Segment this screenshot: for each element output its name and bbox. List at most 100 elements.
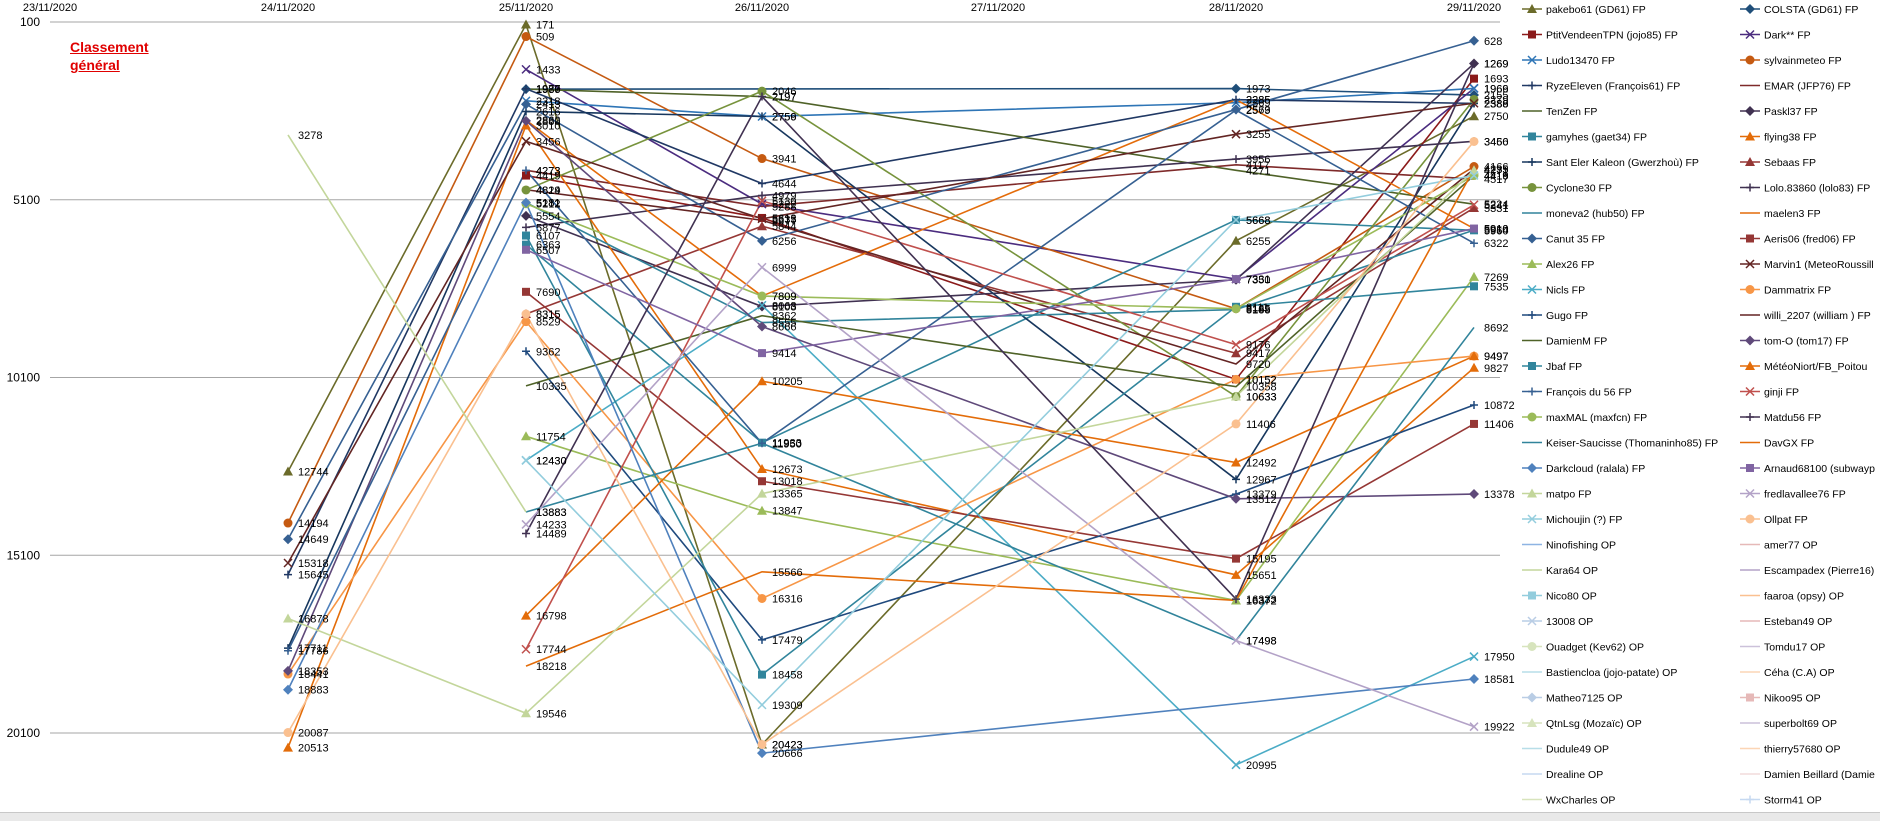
data-label: 4419 <box>1484 171 1508 183</box>
legend-entry-label: thierry57680 OP <box>1764 744 1840 756</box>
data-point-marker <box>1527 463 1537 473</box>
series-line <box>525 98 1475 297</box>
data-label: 12492 <box>1246 458 1277 470</box>
data-point-marker <box>758 191 766 200</box>
data-label: 20087 <box>298 728 329 740</box>
data-point-marker <box>1232 595 1240 604</box>
data-point-marker <box>1232 475 1240 484</box>
x-tick-label: 23/11/2020 <box>23 2 77 14</box>
data-point-marker <box>758 179 766 188</box>
data-label: 18458 <box>772 670 803 682</box>
series-line <box>525 355 1475 617</box>
data-point-marker <box>1527 488 1537 498</box>
data-point-marker <box>1527 284 1537 295</box>
y-tick-label: 100 <box>20 15 40 29</box>
data-label: 7331 <box>1246 274 1270 286</box>
chart-title: Classement général <box>70 39 149 73</box>
data-point-marker <box>1527 183 1537 192</box>
data-label: 10633 <box>1246 391 1277 403</box>
data-point-marker <box>283 534 293 545</box>
data-point-marker <box>522 231 530 240</box>
data-point-marker <box>1527 233 1537 244</box>
series-line <box>525 266 1475 728</box>
data-label: 5130 <box>772 196 796 208</box>
data-point-marker <box>757 262 767 272</box>
x-tick-label: 27/11/2020 <box>971 2 1025 14</box>
legend-entry-label: Ollpat FP <box>1764 514 1808 526</box>
data-point-marker <box>1232 155 1240 164</box>
data-point-marker <box>757 300 767 310</box>
data-label: 5181 <box>536 198 560 210</box>
data-label: 2285 <box>1246 95 1270 107</box>
legend-entry-label: Tomdu17 OP <box>1764 642 1825 654</box>
data-label: 20666 <box>772 748 803 760</box>
data-label: 9176 <box>1246 340 1270 352</box>
data-label: 6999 <box>772 262 796 274</box>
data-label: 8103 <box>772 302 796 314</box>
data-point-marker <box>1745 259 1755 269</box>
series-line <box>525 199 1475 650</box>
series-line <box>525 90 1475 398</box>
data-point-marker <box>757 86 767 96</box>
data-label: 20513 <box>298 743 329 755</box>
data-label: 12430 <box>536 455 567 467</box>
data-point-marker <box>1469 722 1479 732</box>
data-label: 2579 <box>1246 105 1270 117</box>
data-label: 3278 <box>298 130 322 142</box>
data-label: 1989 <box>536 84 560 96</box>
data-label: 5222 <box>772 199 796 211</box>
data-label: 5212 <box>536 199 560 211</box>
data-label: 2750 <box>1484 111 1508 123</box>
sheet-status-strip <box>0 812 1880 821</box>
series-line <box>525 168 1475 365</box>
data-label: 1269 <box>1484 59 1508 71</box>
data-label: 4517 <box>1484 174 1508 186</box>
data-point-marker <box>1470 224 1478 233</box>
legend-entry-label: Jbaf FP <box>1546 361 1582 373</box>
data-point-marker <box>1469 489 1479 500</box>
legend-entry-label: Aeris06 (fred06) FP <box>1764 234 1856 246</box>
data-label: 14194 <box>298 518 329 530</box>
legend-entry-label: Nicls FP <box>1546 285 1585 297</box>
series-line <box>287 87 1475 575</box>
legend-entry-label: Keiser-Saucisse (Thomaninho85) FP <box>1546 438 1718 450</box>
legend-entry-label: Matdu56 FP <box>1764 412 1821 424</box>
data-point-marker <box>1527 718 1537 727</box>
data-label: 5910 <box>1484 224 1508 236</box>
data-point-marker <box>1746 795 1754 804</box>
data-label: 18883 <box>298 685 329 697</box>
data-label: 12673 <box>772 464 803 476</box>
legend-entry-label: DavGX FP <box>1764 438 1814 450</box>
data-point-marker <box>284 570 292 579</box>
data-label: 18218 <box>536 661 567 673</box>
data-label: 2369 <box>1246 98 1270 110</box>
data-label: 7331 <box>1246 274 1270 286</box>
series-line <box>525 62 1475 308</box>
data-label: 10335 <box>536 381 567 393</box>
data-point-marker <box>757 154 767 164</box>
legend-entry-label: Ninofishing OP <box>1546 540 1616 552</box>
data-label: 1966 <box>1484 83 1508 95</box>
data-point-marker <box>1469 111 1479 121</box>
data-label: 509 <box>536 32 554 44</box>
x-tick-label: 25/11/2020 <box>499 2 553 14</box>
legend-entry-label: Drealine OP <box>1546 769 1603 781</box>
data-point-marker <box>1231 569 1241 579</box>
data-point-marker <box>522 84 530 93</box>
data-point-marker <box>521 197 531 208</box>
data-label: 5554 <box>536 211 560 223</box>
data-point-marker <box>521 644 531 654</box>
data-label: 3255 <box>1246 129 1270 141</box>
data-point-marker <box>522 287 530 296</box>
data-label: 1969 <box>1484 83 1508 95</box>
data-label: 9417 <box>1246 348 1270 360</box>
data-label: 2880 <box>536 116 560 128</box>
lines-layer <box>287 22 1475 766</box>
legend-entry-label: Paskl37 FP <box>1764 106 1818 118</box>
y-tick-label: 5100 <box>13 193 40 207</box>
data-point-marker <box>1231 391 1241 401</box>
data-label: 13883 <box>536 507 567 519</box>
legend-entry-label: Dudule49 OP <box>1546 744 1609 756</box>
data-point-marker <box>1745 4 1755 14</box>
legend-entry-label: 13008 OP <box>1546 616 1593 628</box>
